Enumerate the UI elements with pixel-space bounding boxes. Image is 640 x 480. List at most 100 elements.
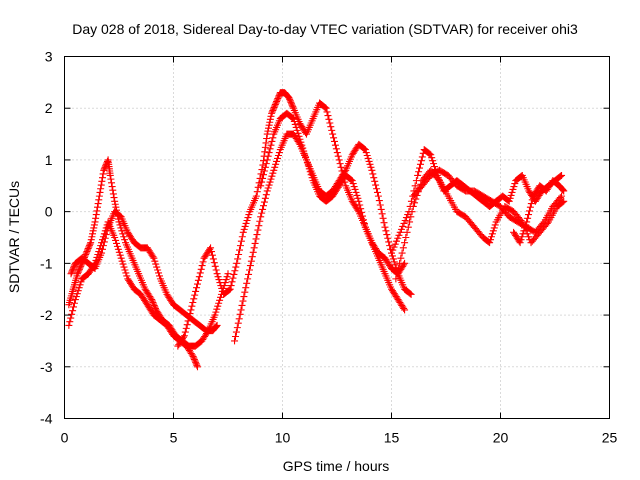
data-point — [115, 248, 123, 256]
data-point — [253, 231, 261, 239]
data-point — [394, 234, 402, 242]
data-point — [292, 123, 300, 131]
data-point — [118, 257, 126, 265]
data-point — [400, 219, 408, 227]
data-point — [86, 240, 94, 248]
data-point — [391, 240, 399, 248]
data-point — [327, 123, 335, 131]
data-point — [507, 191, 515, 199]
data-point — [98, 177, 106, 185]
data-point — [381, 223, 389, 231]
data-point — [94, 203, 102, 211]
data-point — [84, 246, 92, 254]
data-point — [209, 255, 217, 263]
data-point — [364, 154, 372, 162]
data-point — [325, 115, 333, 123]
data-point — [179, 333, 187, 341]
data-point — [303, 159, 311, 167]
data-point — [382, 227, 390, 235]
axis-ticks: 0 5 10 15 20 25 -4 -3 -2 -1 0 1 2 3 — [40, 49, 617, 446]
data-point — [231, 267, 239, 275]
data-point — [236, 246, 244, 254]
data-point — [242, 284, 250, 292]
data-point — [506, 194, 514, 202]
data-point — [362, 149, 370, 157]
data-point — [390, 243, 398, 251]
data-point — [85, 243, 93, 251]
data-point — [245, 266, 253, 274]
data-point — [268, 108, 276, 116]
data-point — [184, 317, 192, 325]
data-point — [289, 103, 297, 111]
data-point — [426, 150, 434, 158]
data-point — [411, 182, 419, 190]
data-point — [231, 337, 239, 345]
data-point — [68, 268, 76, 276]
data-point — [97, 185, 105, 193]
data-point — [108, 179, 116, 187]
data-markers — [65, 89, 568, 371]
data-point — [273, 157, 281, 165]
data-point — [261, 194, 269, 202]
data-point — [96, 245, 104, 253]
data-point — [365, 157, 373, 165]
data-point — [261, 163, 269, 171]
data-point — [65, 321, 73, 329]
data-point — [401, 239, 409, 247]
data-point — [217, 282, 225, 290]
data-point — [231, 332, 239, 340]
data-point — [189, 299, 197, 307]
data-point — [288, 114, 296, 122]
sat-trace-i — [409, 166, 566, 236]
data-point — [90, 221, 98, 229]
data-point — [360, 219, 368, 227]
data-point — [264, 127, 272, 135]
data-point — [262, 191, 270, 199]
data-point — [192, 287, 200, 295]
data-point — [152, 260, 160, 268]
data-point — [287, 98, 295, 106]
data-point — [273, 98, 281, 106]
data-point — [402, 214, 410, 222]
data-point — [241, 222, 249, 230]
data-point — [328, 126, 336, 134]
data-point — [297, 138, 305, 146]
data-point — [213, 270, 221, 278]
data-point — [260, 202, 268, 210]
data-point — [71, 296, 79, 304]
data-point — [76, 281, 84, 289]
data-point — [95, 196, 103, 204]
data-point — [88, 233, 96, 241]
data-point — [337, 163, 345, 171]
data-point — [243, 279, 251, 287]
data-point — [251, 239, 259, 247]
data-point — [379, 214, 387, 222]
data-point — [290, 118, 298, 126]
data-point — [74, 287, 82, 295]
data-point — [190, 355, 198, 363]
x-axis-label: GPS time / hours — [283, 458, 390, 474]
data-point — [100, 166, 108, 174]
data-point — [428, 154, 436, 162]
data-point — [192, 358, 200, 366]
data-point — [386, 242, 394, 250]
data-point — [414, 171, 422, 179]
data-point — [335, 156, 343, 164]
data-point — [98, 174, 106, 182]
data-point — [147, 294, 155, 302]
data-point — [193, 280, 201, 288]
data-point — [257, 213, 265, 221]
data-point — [488, 230, 496, 238]
data-point — [307, 171, 315, 179]
data-point — [399, 222, 407, 230]
data-point — [429, 157, 437, 165]
data-point — [239, 297, 247, 305]
data-point — [265, 149, 273, 157]
data-point — [101, 163, 109, 171]
data-point — [528, 196, 536, 204]
data-point — [359, 216, 367, 224]
data-point — [270, 166, 278, 174]
data-point — [407, 197, 415, 205]
data-point — [416, 164, 424, 172]
data-point — [197, 265, 205, 273]
